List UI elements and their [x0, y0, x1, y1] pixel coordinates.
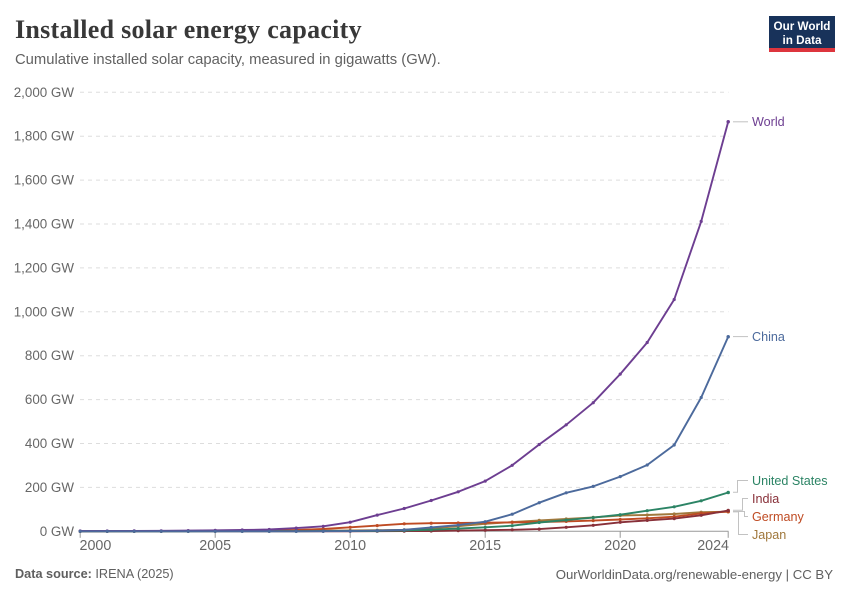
svg-text:200 GW: 200 GW: [25, 480, 74, 495]
svg-text:World: World: [752, 115, 785, 129]
svg-text:Japan: Japan: [752, 528, 786, 542]
svg-text:United States: United States: [752, 474, 828, 488]
svg-text:2010: 2010: [334, 538, 366, 554]
svg-text:0 GW: 0 GW: [40, 524, 75, 539]
svg-text:2000: 2000: [80, 538, 112, 554]
svg-text:400 GW: 400 GW: [25, 436, 74, 451]
svg-text:China: China: [752, 330, 785, 344]
svg-text:1,800 GW: 1,800 GW: [14, 129, 75, 144]
svg-text:2020: 2020: [604, 538, 636, 554]
svg-text:1,600 GW: 1,600 GW: [14, 173, 75, 188]
svg-text:1,400 GW: 1,400 GW: [14, 217, 75, 232]
svg-text:India: India: [752, 492, 779, 506]
svg-text:2,000 GW: 2,000 GW: [14, 85, 75, 100]
svg-text:800 GW: 800 GW: [25, 348, 74, 363]
svg-text:2005: 2005: [199, 538, 231, 554]
svg-text:Germany: Germany: [752, 510, 804, 524]
svg-text:1,000 GW: 1,000 GW: [14, 304, 75, 319]
svg-text:2024: 2024: [697, 538, 729, 554]
svg-text:600 GW: 600 GW: [25, 392, 74, 407]
svg-text:2015: 2015: [469, 538, 501, 554]
svg-text:1,200 GW: 1,200 GW: [14, 260, 75, 275]
